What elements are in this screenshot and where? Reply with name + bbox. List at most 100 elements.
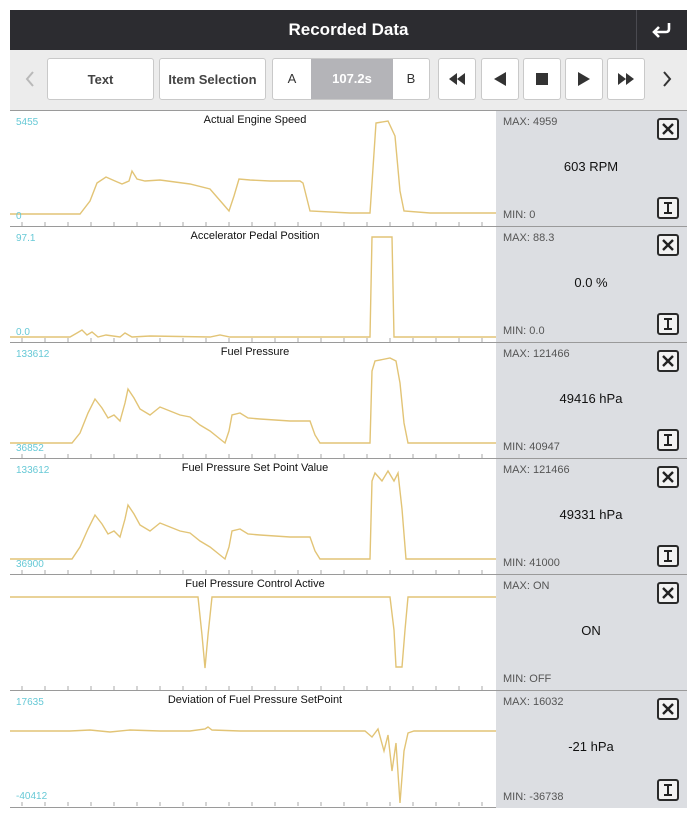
- step-back-icon: [494, 72, 506, 86]
- return-arrow-icon: [652, 23, 671, 38]
- value-panel: MAX: 121466 49416 hPa MIN: 40947: [496, 343, 687, 458]
- cursor-info-button[interactable]: [657, 313, 679, 335]
- current-value: -21 hPa: [568, 739, 614, 754]
- current-value: ON: [581, 623, 601, 638]
- current-value: 603 RPM: [563, 159, 619, 174]
- chevron-left-icon: [25, 71, 34, 87]
- axis-max-label: 133612: [16, 349, 50, 360]
- fuel-pressure-setpoint-graph: [10, 469, 496, 574]
- close-panel-button[interactable]: [657, 582, 679, 604]
- axis-max-label: 17635: [16, 697, 44, 708]
- close-panel-button[interactable]: [657, 350, 679, 372]
- axis-min-label: 0.0: [16, 327, 30, 338]
- close-icon: [662, 471, 674, 483]
- stop-icon: [536, 73, 548, 85]
- value-panel: MAX: 4959 603 RPM MIN: 0: [496, 111, 687, 226]
- data-panel-engine-speed: Actual Engine Speed 5455 0 MAX: 4959 603…: [10, 110, 687, 226]
- fast-rewind-icon: [449, 73, 465, 85]
- prev-page-button[interactable]: [18, 58, 42, 100]
- data-panel-fuel-pressure: Fuel Pressure 133612 36852 MAX: 121466 4…: [10, 342, 687, 458]
- i-beam-icon: [664, 784, 672, 796]
- data-panel-fuel-pressure-deviation: Deviation of Fuel Pressure SetPoint 1763…: [10, 690, 687, 808]
- axis-max-label: 5455: [16, 117, 39, 128]
- axis-max-label: 133612: [16, 465, 50, 476]
- close-panel-button[interactable]: [657, 118, 679, 140]
- chart-area: Deviation of Fuel Pressure SetPoint 1763…: [10, 691, 496, 806]
- text-view-button[interactable]: Text: [47, 58, 154, 100]
- value-panel: MAX: 16032 -21 hPa MIN: -36738: [496, 691, 687, 808]
- current-value: 0.0 %: [574, 275, 608, 290]
- panel-title: Deviation of Fuel Pressure SetPoint: [167, 694, 343, 706]
- engine-speed-graph: [10, 120, 496, 226]
- title-bar: Recorded Data: [10, 10, 687, 50]
- accelerator-pedal-graph: [10, 236, 496, 342]
- item-selection-button[interactable]: Item Selection: [159, 58, 266, 100]
- recorded-data-screen: Recorded Data Text Item Selection A 107.…: [10, 10, 687, 808]
- max-value: MAX: 4959: [503, 116, 558, 128]
- step-back-button[interactable]: [481, 58, 519, 100]
- value-panel: MAX: 121466 49331 hPa MIN: 41000: [496, 459, 687, 574]
- fast-forward-button[interactable]: [607, 58, 645, 100]
- page-title: Recorded Data: [288, 20, 409, 39]
- play-icon: [578, 72, 590, 86]
- chevron-right-icon: [663, 71, 672, 87]
- fuel-pressure-control-graph: [10, 596, 496, 690]
- next-page-button[interactable]: [655, 58, 679, 100]
- axis-min-label: -40412: [16, 791, 48, 802]
- time-range-selector: A 107.2s B: [272, 58, 430, 100]
- i-beam-icon: [664, 318, 672, 330]
- fuel-pressure-deviation-graph: [10, 726, 496, 806]
- cursor-info-button[interactable]: [657, 545, 679, 567]
- panel-title: Fuel Pressure: [220, 346, 290, 358]
- fuel-pressure-graph: [10, 357, 496, 458]
- close-panel-button[interactable]: [657, 466, 679, 488]
- data-panel-fuel-pressure-setpoint: Fuel Pressure Set Point Value 133612 369…: [10, 458, 687, 574]
- panel-title: Actual Engine Speed: [203, 114, 307, 126]
- chart-area: Accelerator Pedal Position 97.1 0.0: [10, 227, 496, 342]
- back-button[interactable]: [636, 10, 687, 50]
- max-value: MAX: ON: [503, 580, 550, 592]
- min-value: MIN: OFF: [503, 673, 552, 685]
- stop-button[interactable]: [523, 58, 561, 100]
- close-icon: [662, 703, 674, 715]
- fast-rewind-button[interactable]: [438, 58, 476, 100]
- playback-toolbar: Text Item Selection A 107.2s B: [10, 50, 687, 111]
- play-button[interactable]: [565, 58, 603, 100]
- i-beam-icon: [664, 550, 672, 562]
- close-icon: [662, 123, 674, 135]
- max-value: MAX: 121466: [503, 348, 570, 360]
- panel-title: Fuel Pressure Control Active: [185, 578, 325, 590]
- marker-a-button[interactable]: A: [287, 71, 297, 86]
- close-icon: [662, 239, 674, 251]
- panel-title: Accelerator Pedal Position: [190, 230, 320, 242]
- fast-forward-icon: [618, 73, 634, 85]
- data-panel-fuel-pressure-control: Fuel Pressure Control Active MAX: ON ON …: [10, 574, 687, 690]
- cursor-info-button[interactable]: [657, 779, 679, 801]
- chart-area: Actual Engine Speed 5455 0: [10, 111, 496, 226]
- chart-area: Fuel Pressure 133612 36852: [10, 343, 496, 458]
- current-value: 49331 hPa: [559, 507, 623, 522]
- time-position-display: 107.2s: [311, 59, 393, 99]
- close-panel-button[interactable]: [657, 234, 679, 256]
- max-value: MAX: 16032: [503, 696, 564, 708]
- marker-b-button[interactable]: B: [406, 71, 416, 86]
- data-panel-accelerator-pedal: Accelerator Pedal Position 97.1 0.0 MAX:…: [10, 226, 687, 342]
- min-value: MIN: 0: [503, 209, 536, 221]
- axis-max-label: 97.1: [16, 233, 36, 244]
- axis-min-label: 0: [16, 211, 22, 222]
- i-beam-icon: [664, 434, 672, 446]
- chart-area: Fuel Pressure Set Point Value 133612 369…: [10, 459, 496, 574]
- i-beam-icon: [664, 202, 672, 214]
- close-panel-button[interactable]: [657, 698, 679, 720]
- min-value: MIN: 41000: [503, 557, 560, 569]
- cursor-info-button[interactable]: [657, 429, 679, 451]
- max-value: MAX: 121466: [503, 464, 570, 476]
- axis-min-label: 36900: [16, 559, 44, 570]
- current-value: 49416 hPa: [559, 391, 623, 406]
- value-panel: MAX: ON ON MIN: OFF: [496, 575, 687, 690]
- panel-title: Fuel Pressure Set Point Value: [181, 462, 329, 474]
- axis-min-label: 36852: [16, 443, 44, 454]
- max-value: MAX: 88.3: [503, 232, 555, 244]
- min-value: MIN: 0.0: [503, 325, 545, 337]
- cursor-info-button[interactable]: [657, 197, 679, 219]
